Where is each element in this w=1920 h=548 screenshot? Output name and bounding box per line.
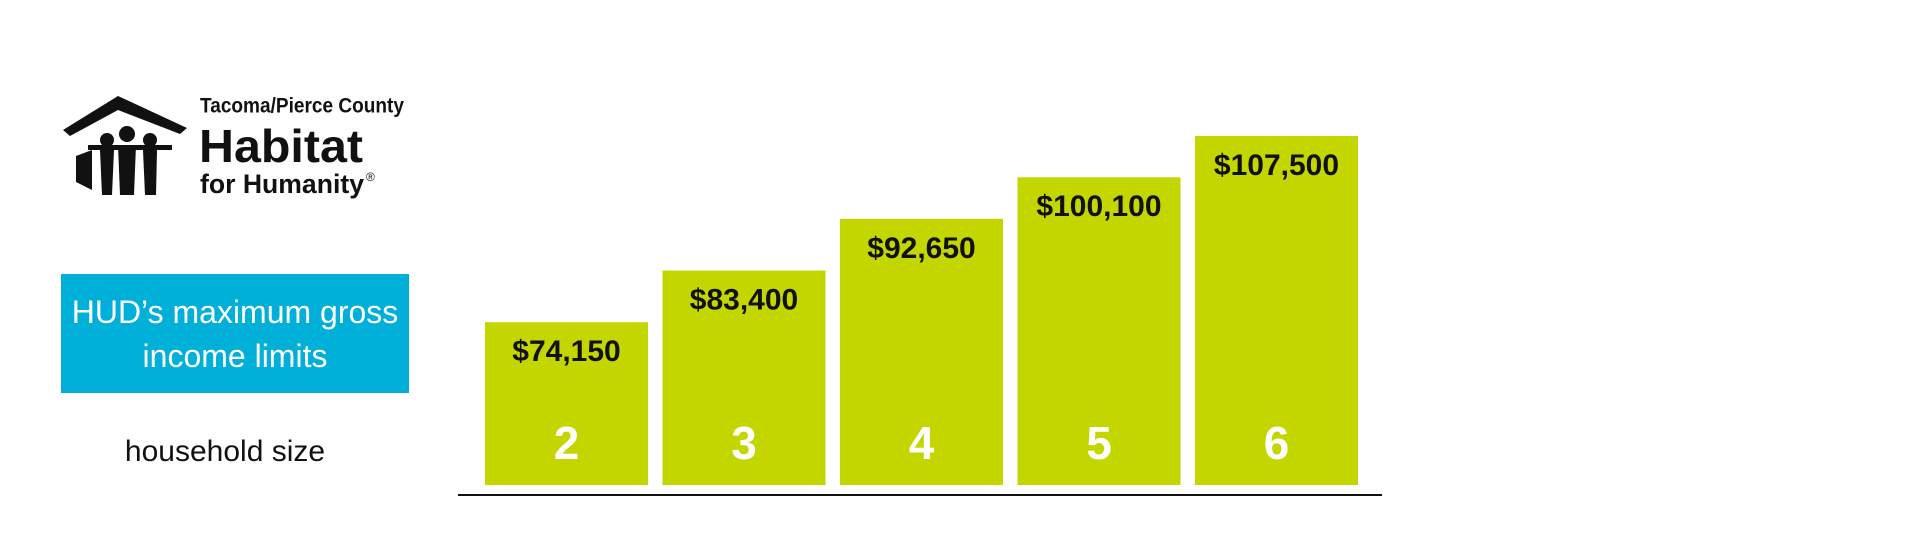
bar — [1195, 135, 1358, 485]
logo-mark: ® — [366, 170, 375, 184]
logo-text: for Humanity — [200, 169, 364, 199]
logo-text: Tacoma/Pierce County — [200, 95, 404, 118]
bar — [1017, 177, 1181, 485]
logo: Tacoma/Pierce County Habitat for Humanit… — [63, 95, 404, 199]
x-axis-label: household size — [125, 435, 325, 468]
value-label: $107,500 — [1214, 149, 1339, 182]
bar — [840, 218, 1003, 486]
x-tick-label: 4 — [909, 417, 935, 469]
logo-figures — [88, 145, 172, 195]
x-tick-label: 2 — [554, 417, 580, 469]
x-tick-label: 5 — [1086, 417, 1112, 469]
x-tick-label: 6 — [1264, 417, 1290, 469]
logo-roof — [63, 96, 187, 136]
logo-text: Habitat — [199, 120, 363, 172]
x-tick-label: 3 — [731, 417, 757, 469]
value-label: $83,400 — [690, 283, 798, 316]
value-label: $100,100 — [1036, 190, 1161, 223]
logo-figure — [119, 126, 135, 142]
bar — [662, 270, 826, 485]
logo-wall — [76, 150, 92, 190]
logo-figure — [100, 133, 114, 147]
chart-title: HUD’s maximum gross income limits — [61, 274, 409, 393]
bar — [485, 322, 648, 485]
value-label: $74,150 — [512, 335, 620, 368]
logo-figure — [143, 133, 157, 147]
value-label: $92,650 — [867, 232, 975, 265]
